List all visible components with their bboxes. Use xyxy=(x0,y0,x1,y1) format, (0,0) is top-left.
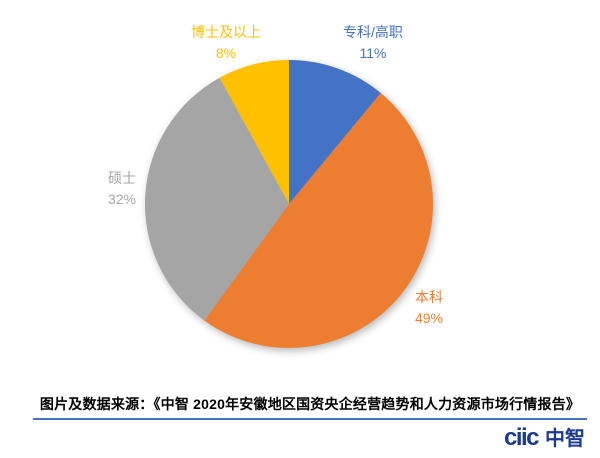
pie-chart: 博士及以上 8% 专科/高职 11% 硕士 32% 本科 49% xyxy=(67,22,484,348)
label-bachelor-name: 本科 xyxy=(415,289,443,305)
ciic-logo-wordmark: ciic xyxy=(503,424,540,451)
source-caption-text: 图片及数据来源：《中智 2020年安徽地区国资央企经营趋势和人力资源市场行情报告… xyxy=(39,396,581,412)
label-associate-pct: 11% xyxy=(359,45,387,61)
label-bachelor: 本科 49% xyxy=(374,287,484,329)
label-doctorate-pct: 8% xyxy=(215,45,237,61)
label-doctorate-name: 博士及以上 xyxy=(191,24,261,40)
logo-row: ciic 中智 xyxy=(0,420,600,458)
pie-slice-2 xyxy=(144,77,289,321)
label-master: 硕士 32% xyxy=(67,168,177,210)
ciic-logo-cjk: 中智 xyxy=(545,428,585,450)
pie-slice-3 xyxy=(219,60,289,204)
pie-slice-0 xyxy=(289,60,381,204)
label-master-pct: 32% xyxy=(107,191,137,207)
ciic-logo: ciic 中智 xyxy=(503,424,585,451)
label-associate: 专科/高职 11% xyxy=(318,22,428,64)
pie-slice-1 xyxy=(204,93,433,348)
label-bachelor-pct: 49% xyxy=(414,310,444,326)
source-caption: 图片及数据来源：《中智 2020年安徽地区国资央企经营趋势和人力资源市场行情报告… xyxy=(33,388,587,420)
pie-svg xyxy=(144,60,433,348)
label-doctorate: 博士及以上 8% xyxy=(171,22,281,64)
label-master-name: 硕士 xyxy=(108,170,136,186)
label-associate-name: 专科/高职 xyxy=(343,24,403,40)
